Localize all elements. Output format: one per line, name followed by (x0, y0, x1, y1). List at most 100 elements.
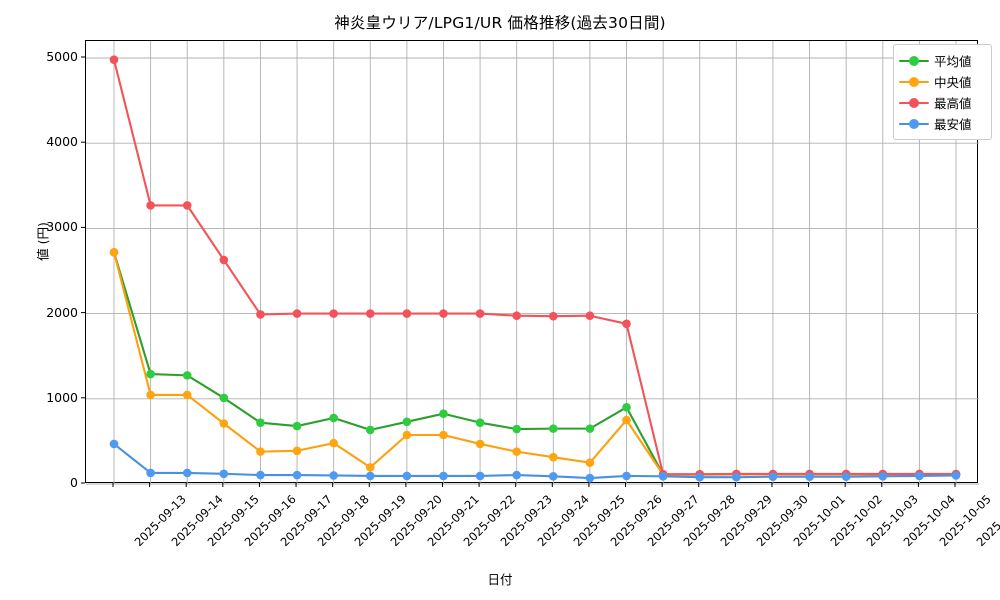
y-axis-tick-labels: 0 1000 2000 3000 4000 5000 (0, 0, 78, 600)
data-point-marker (146, 468, 155, 478)
series-lines (109, 55, 961, 483)
data-point-marker (439, 309, 448, 318)
y-tick-label: 3000 (46, 219, 78, 235)
data-point-marker (109, 55, 119, 65)
legend-item-max[interactable]: 最高値 (899, 92, 985, 113)
data-point-marker (951, 471, 961, 480)
legend-label-min: 最安値 (934, 117, 972, 132)
data-point-marker (292, 446, 302, 456)
data-point-marker (622, 403, 631, 412)
data-point-marker (146, 369, 155, 379)
x-axis-title: 日付 (487, 572, 513, 587)
legend-swatch-mean-icon (899, 54, 929, 68)
data-point-marker (219, 255, 229, 265)
data-point-marker (475, 471, 485, 481)
data-point-marker (109, 247, 119, 257)
y-tick-label: 0 (70, 475, 78, 490)
data-point-marker (512, 311, 521, 321)
data-point-marker (219, 419, 229, 428)
data-point-marker (365, 425, 375, 435)
data-point-marker (841, 472, 851, 482)
data-point-marker (219, 469, 229, 479)
data-point-marker (146, 390, 155, 400)
data-point-marker (329, 309, 338, 318)
data-point-marker (365, 463, 375, 472)
legend-swatch-min-icon (899, 117, 929, 131)
data-point-marker (402, 471, 412, 481)
data-point-marker (256, 447, 265, 456)
data-point-marker (256, 310, 265, 319)
y-tick-label: 4000 (46, 134, 78, 150)
data-point-marker (475, 309, 485, 318)
y-tick-label: 5000 (46, 49, 78, 64)
data-point-marker (182, 371, 192, 380)
data-point-marker (475, 418, 485, 427)
data-point-marker (256, 418, 265, 427)
legend-label-median: 中央値 (934, 75, 972, 90)
data-point-marker (256, 470, 265, 480)
series-line (112, 58, 958, 476)
data-point-marker (402, 417, 412, 427)
data-point-marker (292, 470, 302, 480)
data-point-marker (585, 473, 595, 483)
legend-item-median[interactable]: 中央値 (899, 71, 985, 92)
legend-marker-median (909, 76, 919, 87)
data-point-marker (219, 393, 229, 403)
data-point-marker (658, 472, 668, 481)
data-point-marker (182, 201, 192, 210)
data-point-marker (622, 471, 631, 481)
data-point-marker (549, 472, 558, 481)
data-point-marker (585, 458, 595, 468)
legend-item-min[interactable]: 最安値 (899, 113, 985, 134)
data-point-marker (329, 471, 338, 480)
data-point-marker (146, 201, 155, 210)
grid-lines (86, 41, 979, 485)
data-point-marker (512, 470, 521, 480)
data-point-marker (439, 409, 448, 419)
data-point-marker (512, 447, 521, 456)
data-point-marker (475, 439, 485, 449)
data-point-marker (805, 472, 814, 482)
data-point-marker (402, 309, 412, 318)
data-point-marker (439, 430, 448, 440)
data-point-marker (915, 471, 924, 481)
data-point-marker (549, 424, 558, 433)
legend-swatch-median-icon (899, 75, 929, 89)
data-point-marker (695, 472, 705, 482)
data-point-marker (585, 311, 595, 321)
chart-legend: 平均値 中央値 最高値 最安値 (893, 44, 992, 140)
data-point-marker (402, 430, 412, 440)
y-tick-label: 2000 (46, 304, 78, 320)
data-point-marker (365, 309, 375, 318)
data-point-marker (512, 424, 521, 434)
series-line (112, 442, 958, 480)
chart-title: 神炎皇ウリア/LPG1/UR 価格推移(過去30日間) (334, 14, 666, 32)
legend-swatch-max-icon (899, 96, 929, 110)
data-point-marker (292, 309, 302, 318)
legend-marker-max (909, 97, 919, 108)
data-point-marker (109, 439, 119, 449)
legend-item-mean[interactable]: 平均値 (899, 50, 985, 71)
legend-label-mean: 平均値 (934, 54, 972, 69)
data-point-marker (732, 472, 741, 482)
legend-marker-min (909, 118, 919, 129)
data-point-marker (585, 424, 595, 433)
data-point-marker (878, 472, 888, 481)
data-point-marker (329, 438, 338, 448)
y-tick-label: 1000 (46, 389, 78, 405)
data-point-marker (329, 413, 338, 423)
data-point-marker (182, 468, 192, 478)
plot-area (85, 40, 979, 485)
data-point-marker (292, 421, 302, 431)
data-point-marker (622, 319, 631, 329)
data-point-marker (182, 390, 192, 400)
legend-marker-mean (909, 55, 919, 66)
data-point-marker (365, 471, 375, 481)
data-point-marker (549, 311, 558, 321)
data-point-marker (549, 452, 558, 462)
legend-label-max: 最高値 (934, 96, 972, 111)
data-point-marker (622, 415, 631, 425)
data-point-marker (439, 471, 448, 481)
data-point-marker (768, 472, 778, 482)
